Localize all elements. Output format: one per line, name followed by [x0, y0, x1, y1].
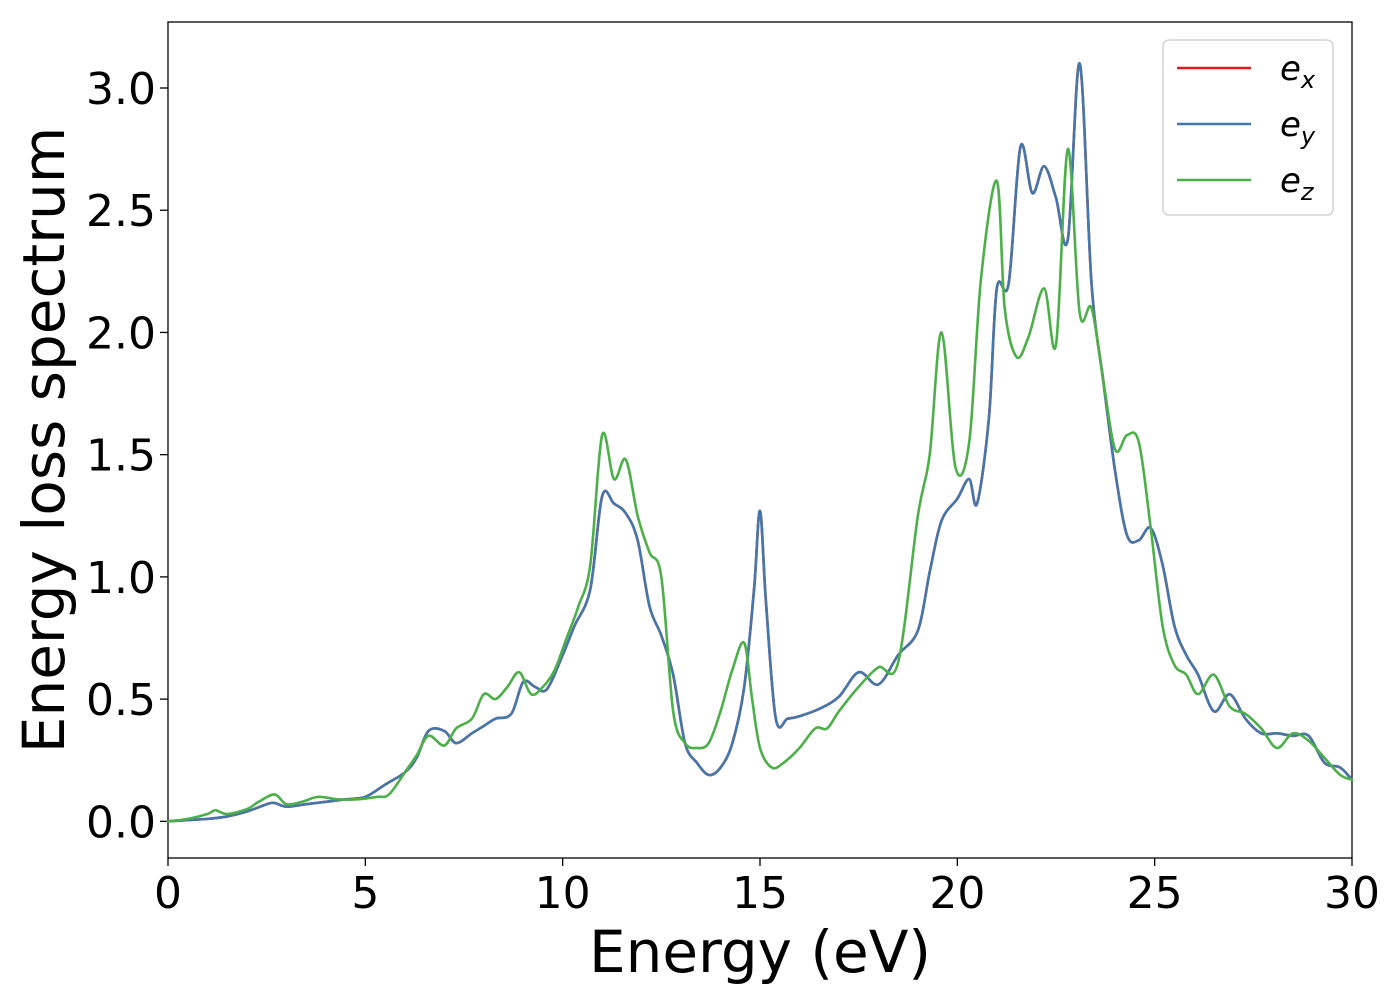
x-tick-label: 15 — [732, 868, 788, 919]
legend-label-subscript: z — [1300, 178, 1315, 206]
legend-label-subscript: y — [1300, 122, 1316, 150]
legend-label-main: e — [1280, 161, 1301, 201]
y-axis-title: Energy loss spectrum — [10, 127, 78, 753]
x-tick-label: 0 — [154, 868, 182, 919]
x-tick-label: 20 — [929, 868, 985, 919]
legend-label: ez — [1280, 161, 1315, 206]
series-line-ez — [166, 147, 1354, 823]
legend-box — [1162, 39, 1334, 216]
series-lines — [166, 62, 1354, 823]
y-tick-label: 0.0 — [86, 797, 156, 848]
y-tick-label: 1.5 — [86, 431, 156, 482]
y-tick-label: 2.0 — [86, 308, 156, 359]
x-tick-label: 5 — [351, 868, 379, 919]
legend-label-subscript: x — [1300, 66, 1316, 94]
plot-frame — [167, 21, 1353, 859]
legend-label-main: e — [1280, 105, 1301, 145]
legend-item-ez: ez — [1177, 161, 1315, 206]
x-tick-label: 10 — [535, 868, 591, 919]
x-tick-label: 30 — [1324, 868, 1380, 919]
legend-item-ey: ey — [1177, 105, 1316, 150]
y-tick-label: 0.5 — [86, 675, 156, 726]
x-axis-ticks: 0 5 10 15 20 25 30 — [154, 858, 1380, 919]
series-line-ey — [166, 62, 1354, 823]
y-axis-ticks: 0.0 0.5 1.0 1.5 2.0 2.5 3.0 — [86, 64, 168, 848]
x-axis-title: Energy (eV) — [589, 918, 931, 986]
x-tick-label: 25 — [1127, 868, 1183, 919]
y-tick-label: 1.0 — [86, 553, 156, 604]
legend-label: ey — [1280, 105, 1316, 150]
y-tick-label: 2.5 — [86, 186, 156, 237]
legend-label: ex — [1280, 49, 1316, 94]
plot-area — [166, 21, 1354, 859]
legend-item-ex: ex — [1177, 49, 1316, 94]
y-tick-label: 3.0 — [86, 64, 156, 115]
legend-label-main: e — [1280, 49, 1301, 89]
